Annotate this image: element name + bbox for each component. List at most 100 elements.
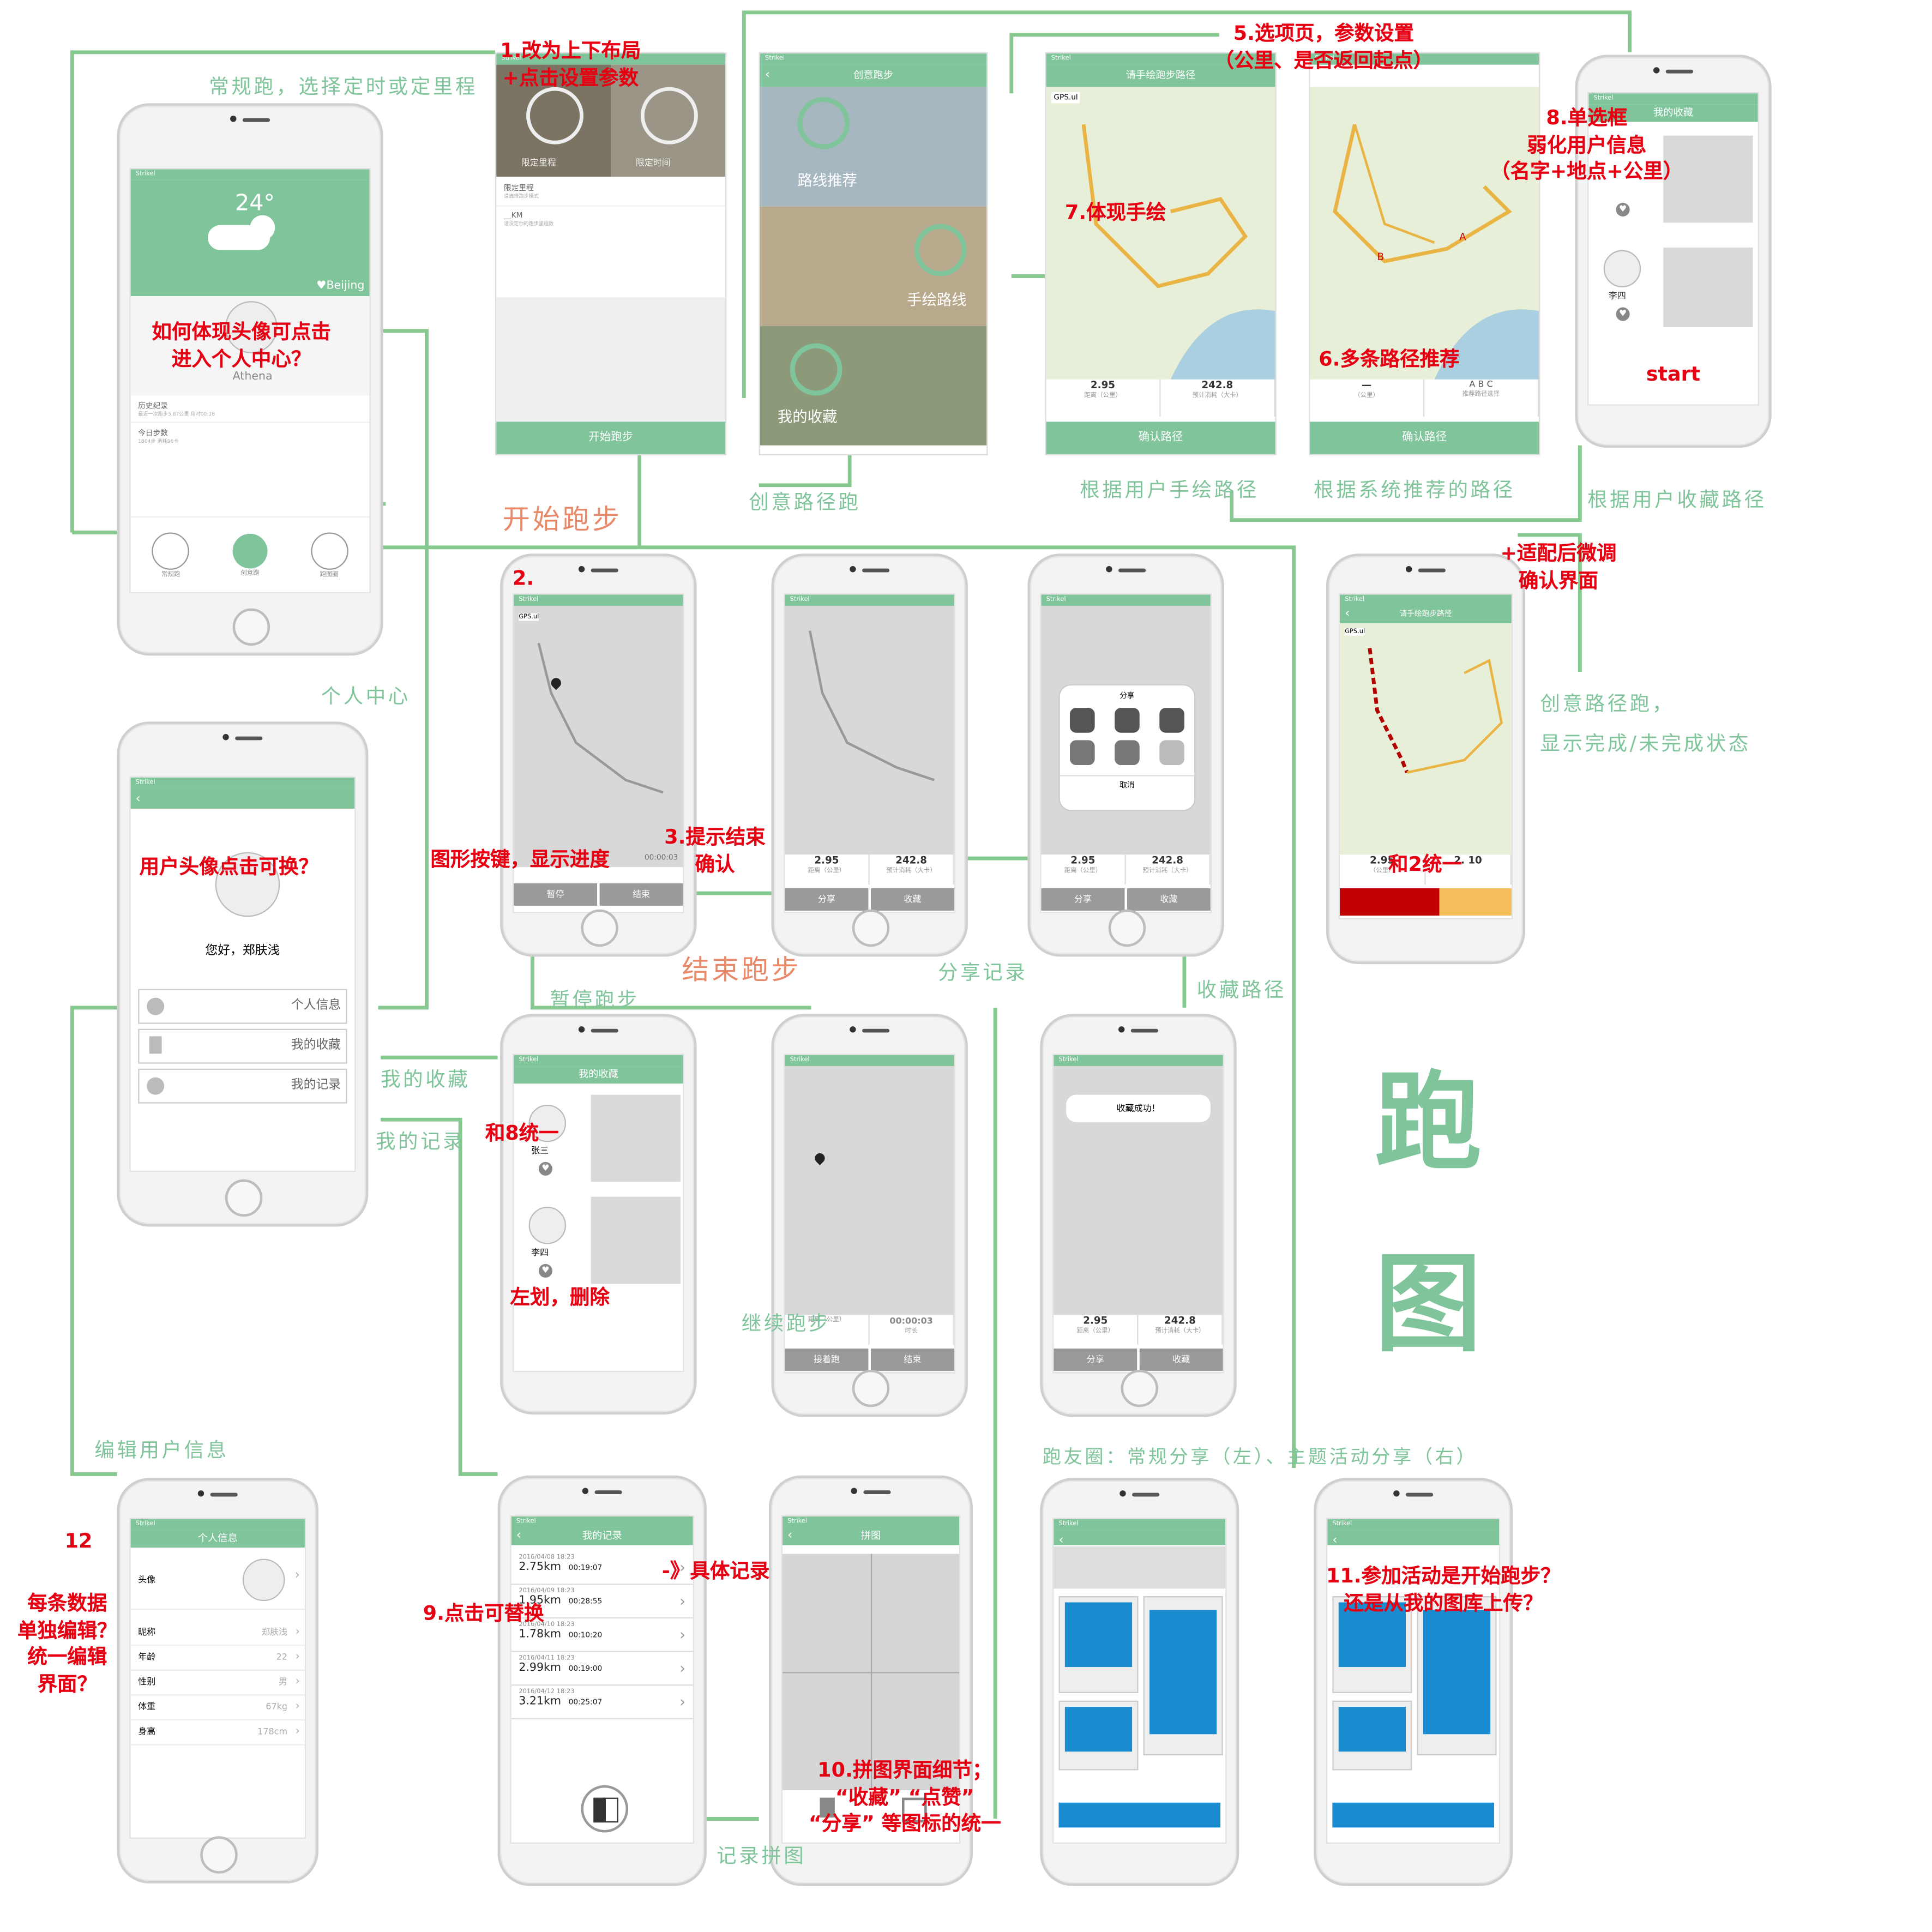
back-icon[interactable]: ‹ — [765, 68, 771, 82]
favorite-button[interactable]: 收藏 — [870, 888, 954, 911]
back-icon[interactable]: ‹ — [1345, 607, 1350, 621]
share-icon[interactable] — [902, 1797, 927, 1823]
pause-button[interactable]: 暂停 — [514, 883, 598, 906]
map-area[interactable]: GPS.ul — [1340, 623, 1512, 855]
label-continue-run: 继续跑步 — [741, 1311, 832, 1335]
back-icon[interactable]: ‹ — [135, 792, 141, 806]
qq-icon[interactable] — [1115, 708, 1140, 733]
map-area[interactable]: GPS.ul — [1046, 87, 1275, 380]
record-duration: 00:28:55 — [568, 1597, 603, 1606]
puzzle-grid[interactable] — [783, 1554, 959, 1790]
resume-button[interactable]: 接着跑 — [785, 1349, 869, 1371]
option-hand-draw[interactable]: 手绘路线 — [760, 206, 987, 326]
user-avatar — [242, 1558, 285, 1602]
record-date: 2016/04/11 18:23 — [519, 1654, 575, 1662]
menu-my-favorites[interactable]: 我的收藏 — [138, 1028, 347, 1064]
tab-creative-run[interactable]: 创意跑 — [232, 533, 268, 576]
confirm-route-button[interactable]: 确认路径 — [1310, 422, 1539, 454]
favorite-button[interactable]: 收藏 — [1127, 888, 1211, 911]
user-avatar[interactable] — [225, 301, 278, 353]
feed-card[interactable] — [1058, 1700, 1139, 1771]
tab-run-circle[interactable]: 跑图圈 — [310, 532, 348, 578]
note-3: 3.提示结束 确认 — [664, 824, 766, 876]
label-regular-run: 常规跑，选择定时或定里程 — [209, 74, 478, 99]
option-my-favorites[interactable]: 我的收藏 — [760, 326, 987, 446]
app-logo-title: 跑 图 — [1374, 1061, 1482, 1368]
back-icon[interactable]: ‹ — [516, 1528, 521, 1543]
cancel-share-button[interactable]: 取消 — [1060, 775, 1195, 790]
route-paths — [1333, 124, 1539, 380]
greeting: 您好，郑肤浅 — [205, 944, 280, 958]
star-icon[interactable] — [1115, 740, 1140, 766]
label-share-record: 分享记录 — [938, 960, 1028, 984]
user-avatar[interactable] — [215, 852, 280, 917]
map-area[interactable] — [785, 1066, 954, 1315]
puzzle-icon[interactable] — [581, 1785, 629, 1833]
feed-card[interactable] — [1417, 1596, 1497, 1756]
heart-icon[interactable]: ♥ — [538, 1263, 552, 1278]
heart-icon[interactable]: ♥ — [1616, 307, 1630, 321]
end-button[interactable]: 结束 — [599, 883, 683, 906]
map-area[interactable]: GPS.ul 00:00:03 — [514, 606, 683, 868]
moments-icon[interactable] — [1070, 740, 1095, 766]
bookmark-icon[interactable] — [820, 1797, 835, 1818]
menu-my-records[interactable]: 我的记录 — [138, 1068, 347, 1104]
start-button[interactable]: start — [1646, 362, 1701, 386]
map-area[interactable] — [785, 606, 954, 855]
confirm-route-button[interactable]: 确认路径 — [1046, 422, 1275, 454]
marker-a[interactable]: A — [1459, 231, 1466, 243]
edit-row-value: 67kg — [266, 1701, 288, 1712]
chevron-right-icon: › — [294, 1568, 300, 1582]
heart-icon[interactable]: ♥ — [1616, 202, 1630, 216]
record-row[interactable]: 2016/04/12 18:23 3.21km 00:25:07 › — [511, 1686, 693, 1719]
favorite-button[interactable]: 收藏 — [1139, 1349, 1223, 1371]
map-area[interactable]: A B — [1310, 87, 1539, 380]
history-record[interactable]: 历史纪录 最近一次跑步5.87公里 用时00:18 — [130, 395, 370, 423]
record-row[interactable]: 2016/04/09 18:23 1.95km 00:28:55 › — [511, 1585, 693, 1619]
heart-icon[interactable]: ♥ — [538, 1161, 552, 1176]
back-icon[interactable]: ‹ — [1332, 1533, 1338, 1548]
km-field[interactable]: __KM 请设定你的跑步里程数 — [503, 211, 554, 227]
back-icon[interactable]: ‹ — [1058, 1533, 1064, 1548]
edit-row-value: 郑肤浅 — [261, 1627, 288, 1638]
route-option-a[interactable]: A — [1469, 379, 1476, 390]
edit-row-value: 男 — [279, 1677, 288, 1687]
edit-row[interactable]: 性别 男 › — [130, 1671, 305, 1696]
mail-icon[interactable] — [1159, 740, 1184, 766]
phone-feed-normal: Strikel ‹ — [1040, 1478, 1239, 1886]
feed-card[interactable] — [1143, 1596, 1223, 1756]
tile-limit-distance[interactable]: 限定里程 — [496, 64, 611, 177]
menu-personal-info[interactable]: 个人信息 — [138, 989, 347, 1024]
wechat-icon[interactable] — [1070, 708, 1095, 733]
back-icon[interactable]: ‹ — [787, 1528, 793, 1543]
route-option-c[interactable]: C — [1486, 379, 1493, 390]
feed-card[interactable] — [1332, 1596, 1412, 1693]
marker-b[interactable]: B — [1377, 251, 1385, 263]
start-run-button[interactable]: 开始跑步 — [496, 422, 726, 454]
edit-row-key: 昵称 — [138, 1627, 156, 1638]
progress-done — [1340, 888, 1440, 916]
today-steps[interactable]: 今日步数 1804步 消耗96卡 — [138, 429, 179, 444]
screen-recommended-routes: Strikel A B — （公里） A B C 推荐路径选择 确认路径 — [1309, 52, 1540, 455]
edit-row[interactable]: 身高 178cm › — [130, 1720, 305, 1746]
record-row[interactable]: 2016/04/10 18:23 1.78km 00:10:20 › — [511, 1618, 693, 1652]
feed-card[interactable] — [1058, 1596, 1139, 1693]
option-route-recommend[interactable]: 路线推荐 — [760, 87, 987, 207]
edit-row[interactable]: 体重 67kg › — [130, 1696, 305, 1721]
end-button[interactable]: 结束 — [870, 1349, 954, 1371]
share-button[interactable]: 分享 — [1054, 1349, 1137, 1371]
row-avatar[interactable]: 头像 › — [130, 1551, 305, 1610]
bluetooth-icon[interactable] — [1159, 708, 1184, 733]
tile-limit-time[interactable]: 限定时间 — [611, 64, 726, 177]
mode-field[interactable]: 限定里程 请选择跑步模式 — [496, 177, 726, 207]
edit-row[interactable]: 年龄 22 › — [130, 1646, 305, 1671]
phone-user-center: Strikel ‹ 您好，郑肤浅 个人信息 我的收藏 我的记录 — [117, 721, 369, 1227]
feed-card[interactable] — [1332, 1700, 1412, 1771]
tab-regular-run[interactable]: 常规跑 — [152, 532, 190, 578]
route-option-b[interactable]: B — [1478, 379, 1484, 390]
edit-row[interactable]: 昵称 郑肤浅 › — [130, 1621, 305, 1646]
record-row[interactable]: 2016/04/08 18:23 2.75km 00:19:07 › — [511, 1551, 693, 1585]
share-button[interactable]: 分享 — [785, 888, 869, 911]
share-button[interactable]: 分享 — [1041, 888, 1125, 911]
record-row[interactable]: 2016/04/11 18:23 2.99km 00:19:00 › — [511, 1652, 693, 1686]
